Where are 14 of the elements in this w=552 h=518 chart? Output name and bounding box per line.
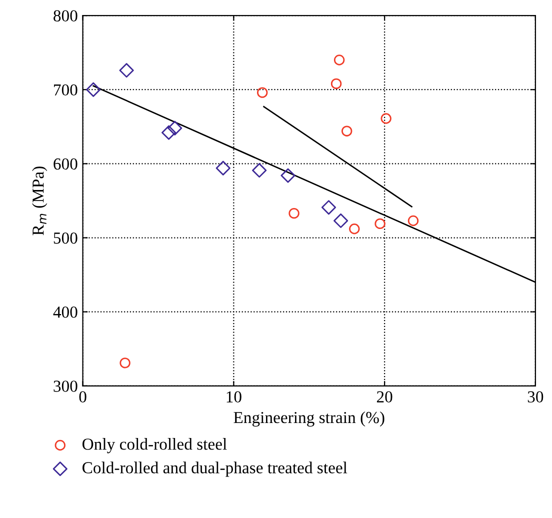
y-tick-label: 700 [54,84,78,96]
y-tick-label: 300 [54,380,78,392]
y-tick-label: 600 [54,158,78,170]
y-tick-label: 400 [53,306,78,318]
x-axis-title: Engineering strain (%) [234,411,384,427]
x-tick-label: 10 [226,391,242,402]
legend-label: Only cold-rolled steel [82,438,227,454]
y-tick-label: 500 [54,232,78,244]
x-tick-label: 30 [528,391,544,402]
legend-label: Cold-rolled and dual-phase treated steel [82,462,348,477]
y-tick-label: 800 [54,10,78,22]
x-tick-label: 0 [79,391,86,402]
y-axis-title: R$_{m}$ (MPa) [32,166,48,236]
x-tick-label: 20 [376,391,392,402]
